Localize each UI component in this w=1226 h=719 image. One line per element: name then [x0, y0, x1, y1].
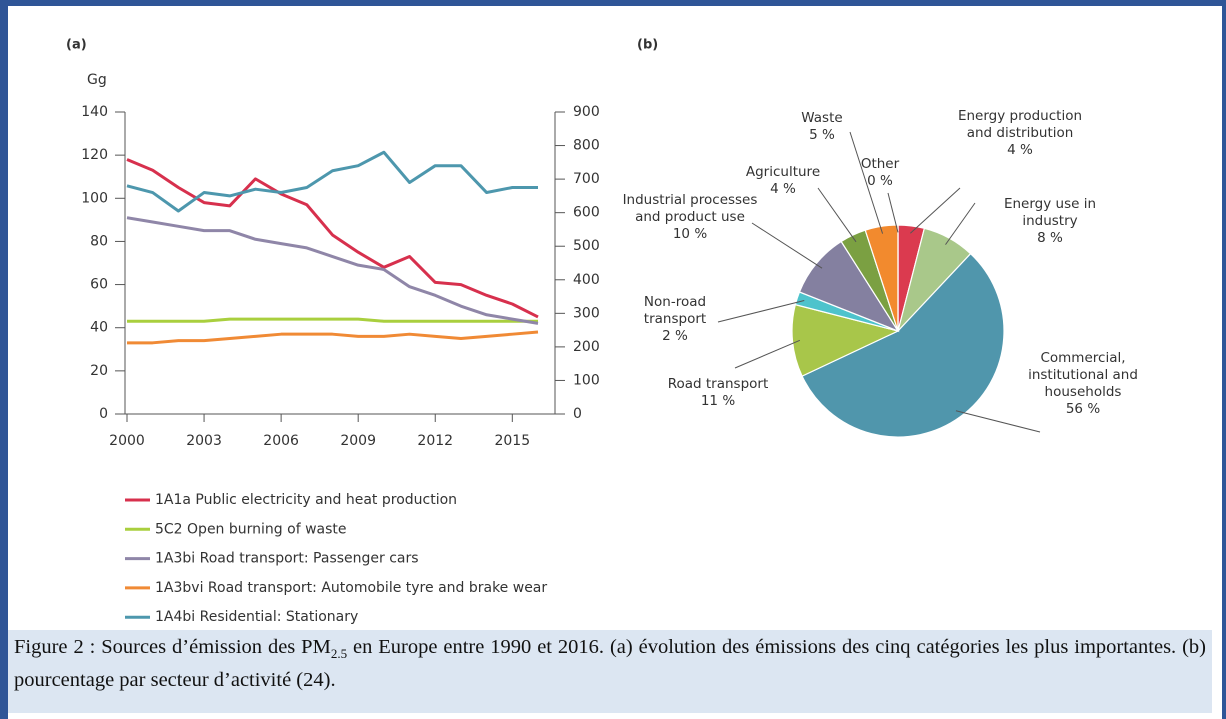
- x-tick-label: 2012: [417, 433, 453, 449]
- pie-label: Energy production and distribution 4 %: [955, 108, 1085, 159]
- leader-line: [955, 410, 1041, 433]
- y2-tick-label: 500: [573, 238, 600, 254]
- category-label: Non-road transport: [643, 294, 707, 327]
- x-tick-label: 2003: [186, 433, 222, 449]
- panel-label: (a): [66, 38, 87, 53]
- legend-label: 1A3bvi Road transport: Automobile tyre a…: [155, 580, 547, 596]
- pie-label: Energy use in industry 8 %: [995, 196, 1105, 247]
- series-line: [127, 330, 539, 345]
- leader-line: [734, 339, 801, 369]
- pie-label: Commercial, institutional and households…: [1028, 350, 1138, 418]
- caption: Figure 2 : Sources d’émission des PM2.5 …: [8, 630, 1212, 713]
- value-label: 4 %: [770, 181, 796, 197]
- pie-slice: [791, 303, 900, 377]
- panel-label: (b): [637, 38, 658, 53]
- leader-line: [751, 222, 823, 269]
- category-label: Industrial processes and product use: [622, 192, 758, 225]
- value-label: 0 %: [867, 173, 893, 189]
- pie-label: Other 0 %: [850, 156, 910, 190]
- pie-label: Waste 5 %: [782, 110, 862, 144]
- legend-label: 5C2 Open burning of waste: [155, 521, 347, 537]
- pie-label: Industrial processes and product use 10 %: [620, 192, 760, 243]
- y-tick-label: 60: [90, 277, 108, 293]
- leader-line: [717, 300, 805, 323]
- y-tick-label: 20: [90, 363, 108, 379]
- y2-tick-label: 200: [573, 339, 600, 355]
- pie-label: Road transport 11 %: [653, 376, 783, 410]
- y-tick-label: 40: [90, 320, 108, 336]
- y2-tick-label: 0: [573, 406, 582, 422]
- y-tick-label: 140: [81, 104, 108, 120]
- y2-tick-label: 400: [573, 272, 600, 288]
- series-line: [126, 216, 539, 325]
- x-tick-label: 2009: [340, 433, 376, 449]
- y2-tick-label: 900: [573, 104, 600, 120]
- pie-slice: [801, 252, 1005, 438]
- category-label: Energy production and distribution: [957, 108, 1083, 141]
- y-axis-label: Gg: [87, 72, 107, 88]
- legend-label: 1A1a Public electricity and heat product…: [155, 492, 457, 508]
- series-line: [127, 317, 538, 323]
- y-tick-label: 120: [81, 147, 108, 163]
- value-label: 11 %: [700, 393, 736, 409]
- leader-line: [945, 202, 976, 245]
- leader-line: [849, 131, 884, 234]
- series-line: [126, 150, 538, 213]
- y2-tick-label: 300: [573, 305, 600, 321]
- category-label: Waste: [801, 110, 843, 126]
- pie-label: Agriculture 4 %: [738, 164, 828, 198]
- caption-subscript: 2.5: [330, 646, 348, 662]
- caption-text: Figure 2 : Sources d’émission des PM: [14, 636, 331, 658]
- leader-line: [910, 187, 961, 234]
- leader-line: [817, 187, 857, 243]
- y2-tick-label: 100: [573, 372, 600, 388]
- x-tick-label: 2015: [494, 433, 530, 449]
- value-label: 5 %: [809, 127, 835, 143]
- y-tick-label: 80: [90, 233, 108, 249]
- value-label: 10 %: [672, 226, 708, 242]
- figure: (a) Gg (b) 0 20 40 60 80 100 120 140 0 100 200 300 4…: [66, 38, 1041, 625]
- x-tick-label: 2006: [263, 433, 299, 449]
- y-tick-label: 0: [99, 406, 108, 422]
- category-label: Agriculture: [745, 164, 821, 180]
- y2-tick-label: 800: [573, 138, 600, 154]
- legend-label: 1A4bi Residential: Stationary: [155, 609, 358, 625]
- category-label: Other: [860, 156, 900, 172]
- y2-tick-label: 700: [573, 171, 600, 187]
- x-tick-label: 2000: [109, 433, 145, 449]
- y2-tick-label: 600: [573, 205, 600, 221]
- y-tick-label: 100: [81, 190, 108, 206]
- leader-line: [887, 192, 899, 233]
- category-label: Energy use in industry: [1003, 196, 1097, 229]
- value-label: 2 %: [662, 328, 688, 344]
- category-label: Commercial, institutional and households: [1028, 350, 1138, 400]
- value-label: 56 %: [1065, 401, 1101, 417]
- category-label: Road transport: [667, 376, 769, 392]
- caption-text: en Europe entre 1990 et 2016. (a) évolut…: [14, 636, 1207, 692]
- legend-label: 1A3bi Road transport: Passenger cars: [155, 551, 419, 567]
- value-label: 8 %: [1037, 230, 1063, 246]
- pie-label: Non-road transport 2 %: [630, 294, 720, 345]
- value-label: 4 %: [1007, 142, 1033, 158]
